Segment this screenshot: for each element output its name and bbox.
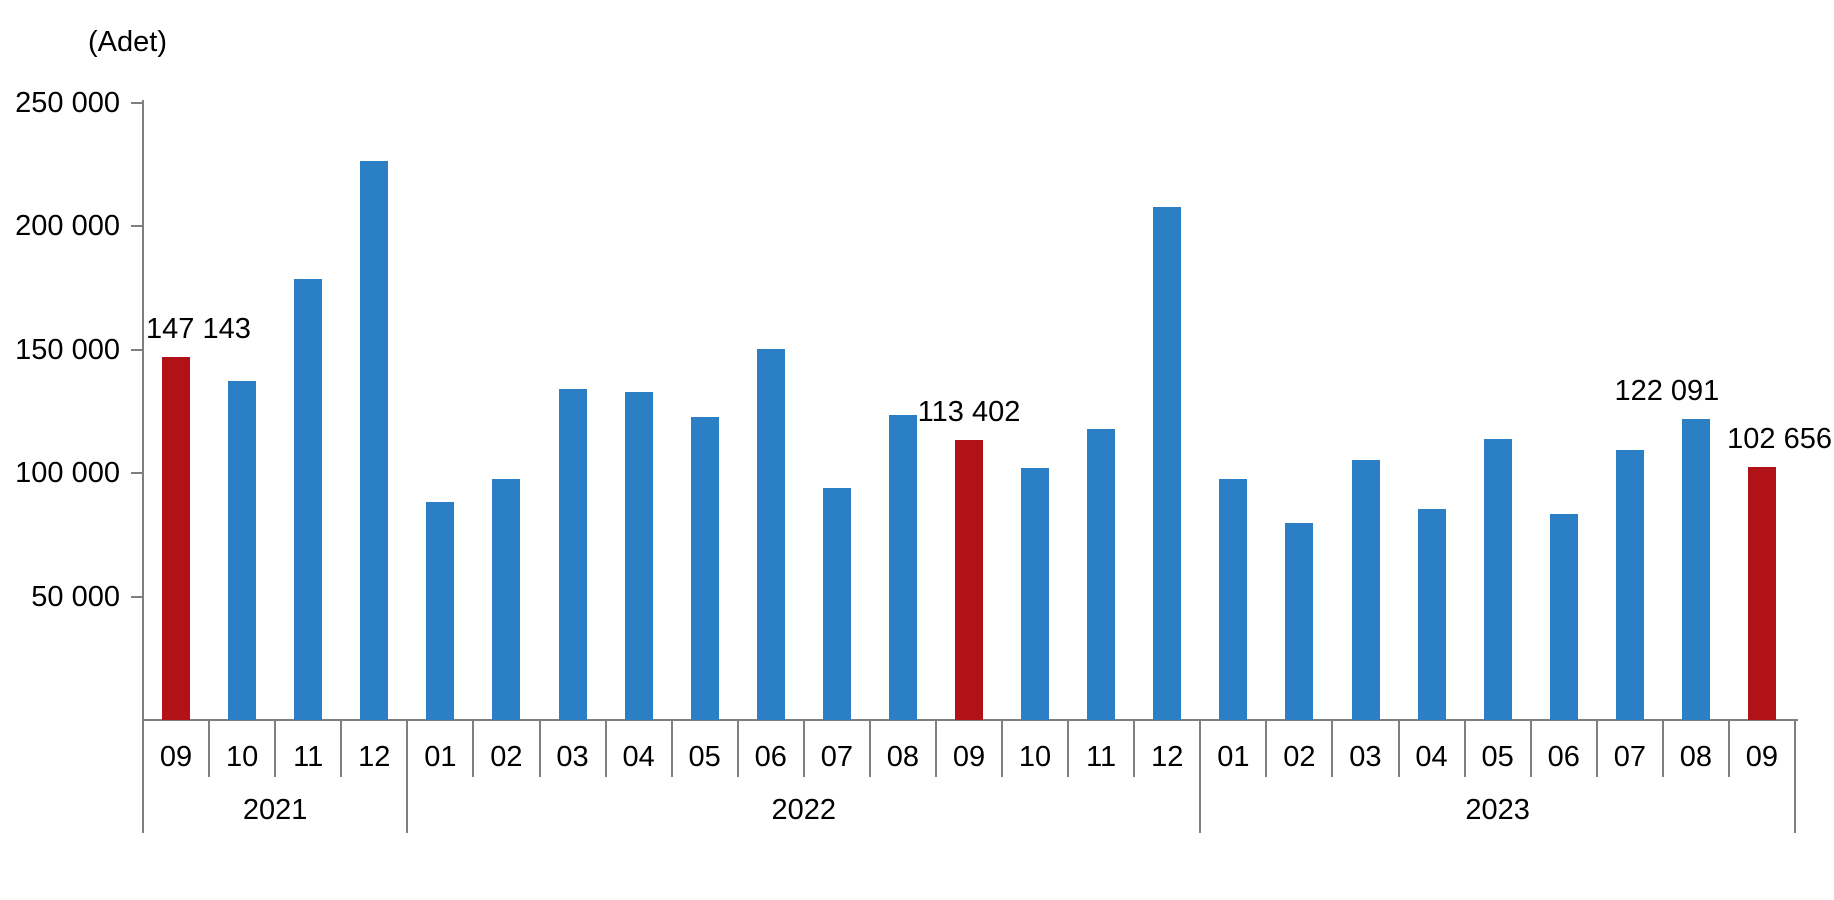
bar bbox=[690, 416, 719, 720]
month-label: 04 bbox=[1415, 741, 1448, 773]
bar bbox=[558, 388, 587, 720]
year-label: 2021 bbox=[242, 794, 308, 826]
year-separator bbox=[142, 720, 144, 833]
y-axis-tick-mark bbox=[131, 472, 143, 475]
month-separator bbox=[736, 720, 739, 777]
month-label: 01 bbox=[424, 741, 457, 773]
month-label: 10 bbox=[1018, 741, 1052, 773]
bar bbox=[1483, 439, 1512, 720]
y-axis-tick-mark bbox=[131, 348, 143, 351]
month-label: 12 bbox=[1151, 741, 1184, 773]
month-separator bbox=[1331, 720, 1334, 777]
month-label: 06 bbox=[1547, 741, 1580, 773]
month-label: 02 bbox=[1283, 741, 1316, 773]
y-axis-tick-label: 100 000 bbox=[15, 457, 120, 490]
month-separator bbox=[670, 720, 673, 777]
month-label: 07 bbox=[820, 741, 853, 773]
month-separator bbox=[1463, 720, 1466, 777]
bar bbox=[1748, 466, 1776, 720]
bar bbox=[888, 415, 917, 720]
year-separator bbox=[406, 720, 409, 833]
bar bbox=[426, 502, 455, 720]
month-label: 04 bbox=[622, 741, 655, 773]
month-label: 03 bbox=[1349, 741, 1382, 773]
month-label: 10 bbox=[226, 741, 259, 773]
y-axis-tick-label: 200 000 bbox=[15, 210, 120, 243]
month-label: 05 bbox=[688, 741, 721, 773]
bar bbox=[955, 440, 983, 720]
y-axis-line bbox=[142, 100, 144, 720]
month-separator bbox=[1397, 720, 1400, 777]
month-separator bbox=[802, 720, 805, 777]
bar bbox=[1417, 508, 1446, 720]
bar bbox=[1021, 467, 1050, 720]
bar bbox=[1615, 449, 1644, 720]
year-label: 2023 bbox=[1465, 794, 1530, 826]
bar bbox=[1219, 478, 1248, 720]
month-label: 11 bbox=[293, 741, 324, 773]
month-separator bbox=[868, 720, 871, 777]
month-separator bbox=[1067, 720, 1070, 777]
bar bbox=[228, 380, 257, 720]
month-label: 11 bbox=[1086, 741, 1117, 773]
month-separator bbox=[208, 720, 211, 777]
bar bbox=[294, 278, 323, 720]
month-label: 02 bbox=[490, 741, 523, 773]
month-label: 12 bbox=[358, 741, 391, 773]
month-separator bbox=[1727, 720, 1730, 777]
bar bbox=[360, 161, 389, 720]
month-separator bbox=[472, 720, 475, 777]
bar bbox=[1153, 206, 1182, 720]
x-axis-line bbox=[142, 719, 1798, 721]
bar bbox=[1087, 429, 1116, 720]
month-separator bbox=[274, 720, 277, 777]
month-separator bbox=[935, 720, 937, 777]
year-separator bbox=[1199, 720, 1202, 833]
bar bbox=[1351, 459, 1380, 720]
month-label: 06 bbox=[754, 741, 787, 773]
y-axis-tick-mark bbox=[131, 225, 143, 228]
month-separator bbox=[1265, 720, 1268, 777]
month-label: 09 bbox=[159, 741, 193, 773]
month-label: 01 bbox=[1217, 741, 1250, 773]
month-separator bbox=[340, 720, 343, 777]
month-label: 08 bbox=[886, 741, 920, 773]
month-separator bbox=[1133, 720, 1136, 777]
bar-value-label: 113 402 bbox=[917, 396, 1021, 429]
month-separator bbox=[604, 720, 607, 777]
bar-value-label: 122 091 bbox=[1614, 374, 1720, 407]
month-label: 09 bbox=[952, 741, 986, 773]
bar bbox=[756, 348, 785, 720]
month-separator bbox=[1529, 720, 1532, 777]
bar bbox=[1549, 513, 1578, 720]
month-label: 03 bbox=[556, 741, 589, 773]
bar-value-label: 102 656 bbox=[1727, 422, 1832, 455]
y-axis-tick-mark bbox=[131, 595, 143, 598]
month-label: 08 bbox=[1679, 741, 1712, 773]
year-label: 2022 bbox=[771, 794, 837, 826]
month-separator bbox=[538, 720, 541, 777]
month-separator bbox=[1661, 720, 1664, 777]
month-label: 05 bbox=[1481, 741, 1514, 773]
y-axis-tick-label: 150 000 bbox=[15, 333, 120, 366]
month-separator bbox=[1595, 720, 1598, 777]
y-axis-unit-label: (Adet) bbox=[88, 26, 167, 58]
bar bbox=[1285, 522, 1314, 720]
bar bbox=[162, 356, 190, 720]
bar-value-label: 147 143 bbox=[146, 312, 251, 345]
bar bbox=[822, 488, 851, 720]
month-label: 09 bbox=[1745, 741, 1779, 773]
bar bbox=[1681, 418, 1710, 720]
year-separator bbox=[1794, 720, 1796, 833]
bar bbox=[624, 391, 653, 720]
month-separator bbox=[1001, 720, 1003, 777]
month-label: 07 bbox=[1613, 741, 1646, 773]
bar bbox=[492, 479, 521, 720]
y-axis-tick-mark bbox=[131, 102, 143, 104]
y-axis-tick-label: 250 000 bbox=[15, 87, 120, 119]
y-axis-tick-label: 50 000 bbox=[31, 580, 120, 613]
